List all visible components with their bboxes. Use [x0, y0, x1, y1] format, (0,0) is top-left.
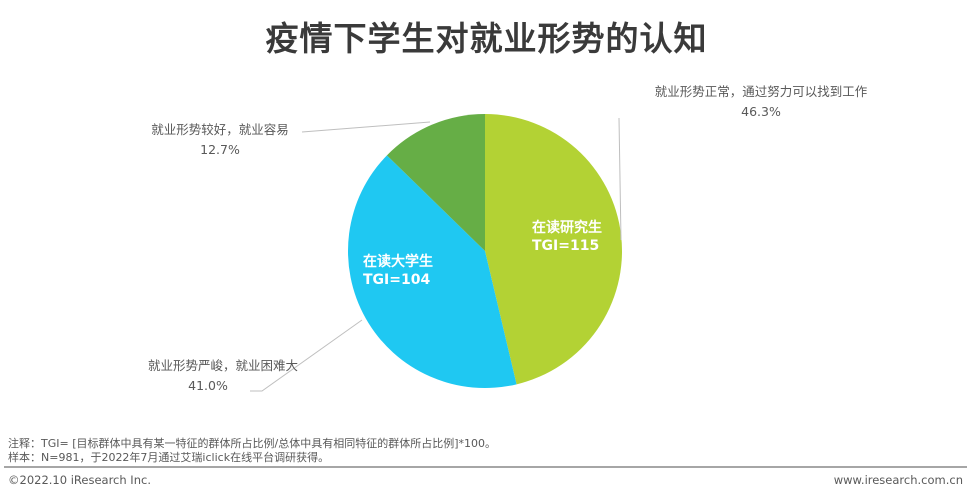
- inner-label-grad-tgi: TGI=115: [532, 238, 600, 254]
- pie-slice-1: [347, 155, 517, 388]
- inner-label-grad: 在读研究生 TGI=115: [532, 219, 602, 255]
- slice-label-good: 就业形势较好，就业容易 12.7%: [140, 120, 300, 160]
- leader-line-severe: [250, 319, 363, 392]
- pie-slice-0: [485, 114, 622, 385]
- slice-label-normal: 就业形势正常，通过努力可以找到工作 46.3%: [636, 82, 886, 122]
- website-link[interactable]: www.iresearch.com.cn: [833, 473, 963, 487]
- inner-label-undergrad-tgi: TGI=104: [363, 272, 431, 288]
- slice-label-normal-text: 就业形势正常，通过努力可以找到工作: [654, 84, 868, 99]
- slice-label-good-pct: 12.7%: [200, 142, 240, 157]
- pie-slice-2: [386, 114, 485, 251]
- slice-label-severe-text: 就业形势严峻，就业困难大: [147, 358, 298, 373]
- chart-title: 疫情下学生对就业形势的认知: [265, 19, 708, 58]
- slice-label-severe: 就业形势严峻，就业困难大 41.0%: [128, 356, 318, 396]
- footer-divider: [4, 466, 967, 468]
- copyright: ©2022.10 iResearch Inc.: [8, 473, 151, 487]
- slice-label-normal-pct: 46.3%: [741, 104, 781, 119]
- note-tgi: 注释：TGI= [目标群体中具有某一特征的群体所占比例/总体中具有相同特征的群体…: [8, 437, 496, 450]
- leader-line-good: [301, 121, 431, 133]
- note-sample: 样本：N=981，于2022年7月通过艾瑞iclick在线平台调研获得。: [8, 451, 330, 464]
- inner-label-undergrad-name: 在读大学生: [363, 254, 433, 270]
- pie-slices: [347, 114, 622, 388]
- leader-line-normal: [618, 117, 622, 241]
- slice-label-good-text: 就业形势较好，就业容易: [151, 122, 289, 137]
- inner-label-undergrad: 在读大学生 TGI=104: [363, 253, 433, 289]
- inner-label-grad-name: 在读研究生: [532, 220, 602, 236]
- slice-label-severe-pct: 41.0%: [188, 378, 228, 393]
